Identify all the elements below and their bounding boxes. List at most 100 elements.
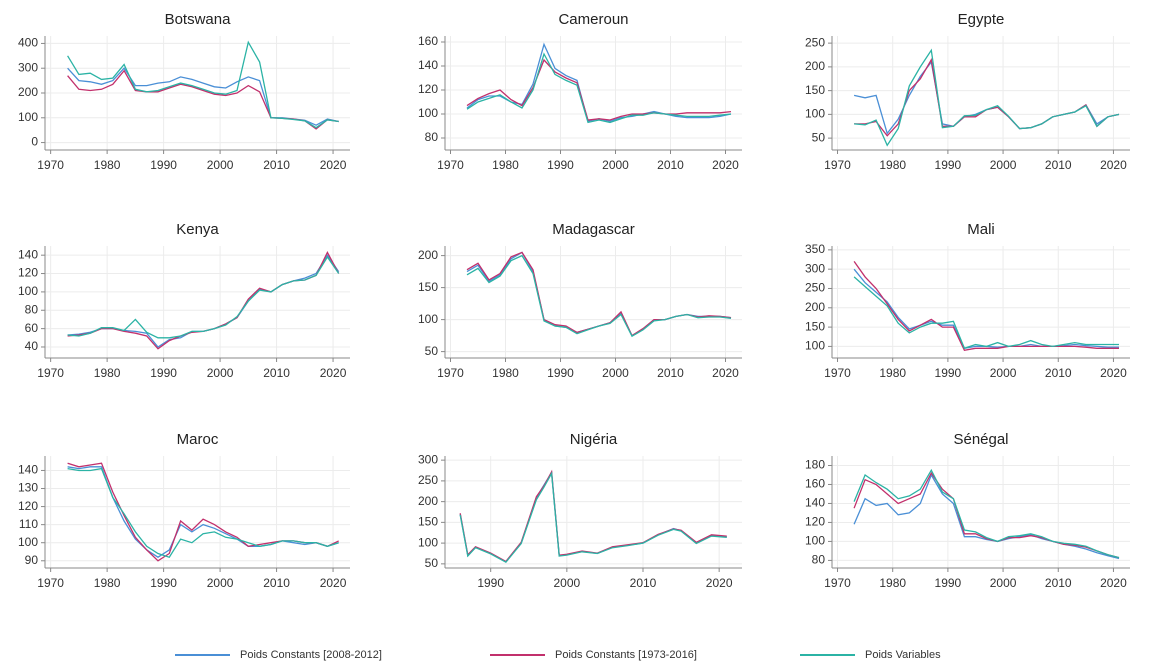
y-tick-label: 130 (18, 481, 38, 495)
y-tick-label: 100 (418, 106, 438, 120)
panel-title: Botswana (165, 11, 232, 28)
y-tick-label: 150 (418, 515, 438, 529)
y-tick-label: 50 (812, 130, 826, 144)
x-tick-label: 1990 (547, 366, 574, 380)
series-line (67, 67, 339, 126)
y-tick-label: 100 (18, 284, 38, 298)
y-tick-label: 300 (18, 60, 38, 74)
panel-title: Cameroun (558, 11, 628, 28)
legend-label: Poids Variables (865, 649, 941, 661)
y-tick-label: 160 (805, 477, 825, 491)
x-tick-label: 1970 (824, 366, 851, 380)
panel-title: Nigéria (570, 431, 618, 448)
x-tick-label: 2010 (263, 366, 290, 380)
y-tick-label: 0 (31, 135, 38, 149)
series-line (459, 469, 727, 563)
y-tick-label: 400 (18, 36, 38, 50)
y-tick-label: 160 (418, 34, 438, 48)
legend-label: Poids Constants [1973-2016] (555, 649, 697, 661)
panel-title: Egypte (958, 11, 1005, 28)
y-tick-label: 50 (425, 556, 439, 570)
x-tick-label: 1980 (94, 158, 121, 172)
x-tick-label: 2020 (1100, 366, 1127, 380)
y-tick-label: 80 (25, 302, 39, 316)
x-tick-label: 2010 (630, 576, 657, 590)
y-tick-label: 120 (805, 515, 825, 529)
series-line (67, 254, 340, 348)
y-tick-label: 150 (418, 280, 438, 294)
x-tick-label: 1980 (492, 366, 519, 380)
y-tick-label: 100 (18, 535, 38, 549)
y-tick-label: 120 (18, 499, 38, 513)
x-tick-label: 1970 (37, 366, 64, 380)
series-line (67, 462, 339, 562)
x-tick-label: 1980 (879, 158, 906, 172)
y-tick-label: 250 (805, 35, 825, 49)
x-tick-label: 2000 (602, 366, 629, 380)
x-tick-label: 1980 (94, 366, 121, 380)
series-line (67, 250, 340, 350)
y-tick-label: 120 (418, 82, 438, 96)
y-tick-label: 200 (418, 248, 438, 262)
series-line (853, 268, 1119, 350)
y-tick-label: 150 (805, 319, 825, 333)
series-line (853, 468, 1120, 559)
x-tick-label: 1990 (150, 366, 177, 380)
series-line (466, 251, 732, 337)
x-tick-label: 1990 (150, 576, 177, 590)
x-tick-label: 2000 (207, 158, 234, 172)
x-tick-label: 1990 (150, 158, 177, 172)
series-line (853, 471, 1120, 559)
panel-title: Kenya (176, 221, 219, 238)
series-line (466, 42, 732, 122)
series-line (853, 473, 1120, 560)
x-tick-label: 1980 (879, 576, 906, 590)
x-tick-label: 2000 (990, 576, 1017, 590)
series-line (67, 255, 340, 339)
y-tick-label: 200 (18, 85, 38, 99)
x-tick-label: 1970 (37, 576, 64, 590)
x-tick-label: 2000 (602, 158, 629, 172)
series-line (466, 52, 732, 124)
x-tick-label: 1980 (879, 366, 906, 380)
series-line (854, 48, 1120, 147)
x-tick-label: 2010 (1045, 158, 1072, 172)
y-tick-label: 50 (425, 344, 439, 358)
y-tick-label: 140 (805, 496, 825, 510)
x-tick-label: 2010 (1045, 366, 1072, 380)
x-tick-label: 2010 (263, 576, 290, 590)
y-tick-label: 180 (805, 458, 825, 472)
x-tick-label: 1970 (37, 158, 64, 172)
series-line (67, 467, 339, 558)
y-tick-label: 60 (25, 321, 39, 335)
y-tick-label: 250 (418, 473, 438, 487)
panel-title: Maroc (177, 431, 219, 448)
y-tick-label: 200 (805, 59, 825, 73)
x-tick-label: 2020 (1100, 576, 1127, 590)
y-tick-label: 100 (805, 107, 825, 121)
y-tick-label: 90 (25, 553, 39, 567)
x-tick-label: 2010 (657, 158, 684, 172)
y-tick-label: 80 (425, 130, 439, 144)
x-tick-label: 2010 (1045, 576, 1072, 590)
x-tick-label: 2020 (320, 158, 347, 172)
y-tick-label: 300 (805, 261, 825, 275)
x-tick-label: 2000 (990, 366, 1017, 380)
y-tick-label: 100 (805, 534, 825, 548)
series-line (853, 60, 1120, 135)
x-tick-label: 1980 (492, 158, 519, 172)
y-tick-label: 140 (18, 247, 38, 261)
y-tick-label: 110 (19, 517, 38, 531)
series-line (459, 470, 727, 563)
x-tick-label: 1990 (935, 366, 962, 380)
series-line (466, 58, 732, 121)
y-tick-label: 100 (18, 110, 38, 124)
series-line (853, 261, 1119, 352)
x-tick-label: 1970 (437, 366, 464, 380)
x-tick-label: 2000 (990, 158, 1017, 172)
y-tick-label: 200 (805, 300, 825, 314)
x-tick-label: 1970 (437, 158, 464, 172)
y-tick-label: 120 (18, 266, 38, 280)
